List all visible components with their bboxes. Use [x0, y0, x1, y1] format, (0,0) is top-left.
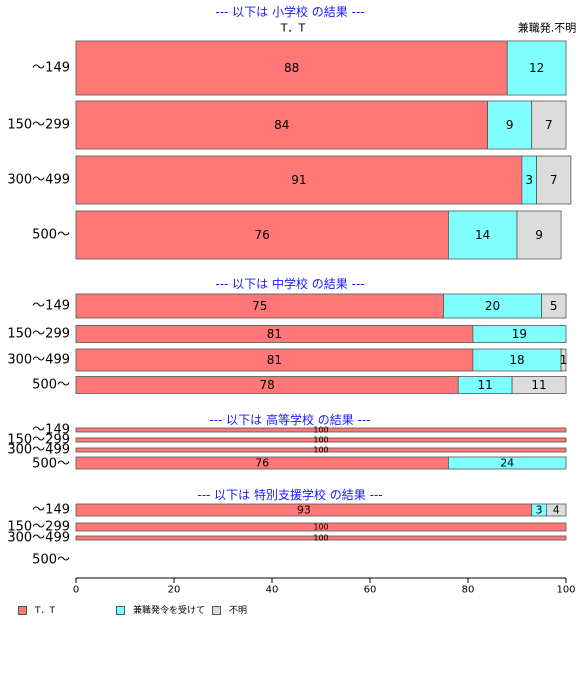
category-label: 〜149 [32, 61, 70, 76]
x-tick-label: 100 [556, 585, 575, 596]
data-label: 100 [313, 523, 328, 532]
data-label: 3 [525, 173, 533, 187]
data-label: 100 [313, 436, 328, 445]
top-label-unknown: 兼職発.不明 [518, 21, 577, 35]
category-label: 150〜299 [7, 433, 70, 448]
category-label: 500〜 [32, 378, 70, 393]
legend-item-kenshoku: 兼職発令を受けて [116, 603, 205, 616]
top-label-tt: T．T [280, 22, 306, 35]
legend-label-fumei: 不明 [229, 606, 248, 616]
bar-segment-fumei [536, 155, 572, 205]
category-label: 〜149 [32, 503, 70, 518]
panel-title-junior-high: --- 以下は 中学校 の結果 --- [215, 277, 365, 291]
x-tick-label: 0 [73, 585, 79, 596]
category-label: 150〜299 [7, 520, 70, 535]
data-label: 12 [529, 61, 544, 75]
data-label: 81 [267, 327, 282, 341]
bar-segment-fumei [516, 210, 562, 260]
data-label: 75 [252, 299, 267, 313]
bar-segment-tt [75, 447, 567, 453]
data-label: 91 [291, 173, 306, 187]
category-label: 300〜499 [7, 353, 70, 368]
data-label: 18 [509, 353, 524, 367]
category-label: 〜149 [32, 423, 70, 438]
bar-segment-kenshoku [443, 293, 542, 319]
data-label: 9 [535, 228, 543, 242]
legend-swatch-fumei [212, 606, 221, 615]
legend-swatch-kenshoku [116, 606, 125, 615]
bar-segment-kenshoku [447, 210, 518, 260]
bar-segment-fumei [511, 376, 567, 394]
data-label: 93 [297, 504, 311, 517]
bar-segment-tt [75, 155, 523, 205]
panel-title-elementary: --- 以下は 小学校 の結果 --- [215, 5, 365, 19]
bar-segment-tt [75, 293, 444, 319]
bar-segment-tt [75, 535, 567, 541]
legend-item-tt: T．T [18, 603, 55, 616]
data-label: 5 [550, 299, 558, 313]
data-label: 78 [259, 378, 274, 392]
data-label: 20 [485, 299, 500, 313]
panel-title-high-school: --- 以下は 高等学校 の結果 --- [209, 413, 371, 427]
data-label: 100 [313, 426, 328, 435]
bar-segment-kenshoku [447, 456, 567, 470]
x-tick-label: 60 [364, 585, 377, 596]
legend-label-kenshoku: 兼職発令を受けて [133, 606, 206, 616]
data-label: 11 [478, 378, 493, 392]
data-label: 76 [255, 457, 269, 470]
category-label: 500〜 [32, 457, 70, 472]
data-label: 88 [284, 61, 299, 75]
bar-segment-fumei [531, 100, 567, 150]
bar-segment-tt [75, 210, 449, 260]
data-label: 4 [553, 504, 560, 517]
bar-segment-fumei [541, 293, 567, 319]
legend-label-tt: T．T [35, 606, 55, 616]
data-label: 100 [313, 446, 328, 455]
x-tick-label: 40 [266, 585, 279, 596]
data-label: 14 [475, 228, 490, 242]
category-label: 〜149 [32, 299, 70, 314]
data-label: 7 [550, 173, 558, 187]
legend-swatch-tt [18, 606, 27, 615]
x-tick-label: 20 [168, 585, 181, 596]
data-label: 100 [313, 534, 328, 543]
category-label: 300〜499 [7, 443, 70, 458]
bar-segment-kenshoku [472, 325, 567, 343]
category-label: 500〜 [32, 553, 70, 568]
legend-item-fumei: 不明 [212, 603, 247, 616]
bar-segment-tt [75, 522, 567, 532]
x-tick-label: 80 [462, 585, 475, 596]
data-label: 84 [274, 118, 289, 132]
bar-segment-tt [75, 437, 567, 443]
category-label: 150〜299 [7, 327, 70, 342]
data-label: 9 [506, 118, 514, 132]
data-label: 76 [255, 228, 270, 242]
data-label: 81 [267, 353, 282, 367]
category-label: 150〜299 [7, 118, 70, 133]
category-label: 300〜499 [7, 531, 70, 546]
bar-segment-fumei [560, 348, 567, 372]
data-label: 19 [512, 327, 527, 341]
category-label: 300〜499 [7, 173, 70, 188]
data-label: 24 [500, 457, 514, 470]
bar-segment-tt [75, 40, 508, 96]
bar-segment-fumei [546, 503, 567, 517]
data-label: 1 [560, 353, 568, 367]
category-label: 500〜 [32, 228, 70, 243]
bar-segment-tt [75, 427, 567, 433]
data-label: 11 [531, 378, 546, 392]
panel-title-special-support: --- 以下は 特別支援学校 の結果 --- [197, 488, 383, 502]
data-label: 7 [545, 118, 553, 132]
bar-segment-tt [75, 100, 489, 150]
data-label: 3 [536, 504, 543, 517]
bar-segment-kenshoku [506, 40, 567, 96]
